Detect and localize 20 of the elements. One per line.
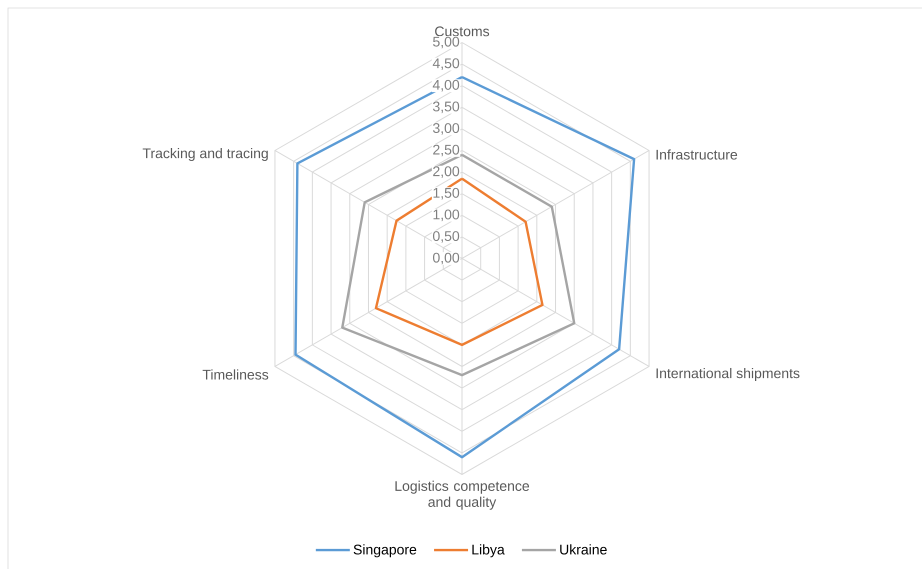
legend-label: Libya: [472, 544, 505, 558]
y-tick-label: 3,00: [432, 123, 460, 135]
y-tick-label: 4,00: [432, 80, 460, 92]
y-tick-label: 3,50: [432, 102, 460, 114]
spoke-label: International shipments: [656, 368, 800, 382]
y-tick-label: 2,00: [433, 166, 460, 178]
y-tick-label: 1,00: [434, 209, 460, 222]
y-tick-label: 2,50: [433, 144, 460, 156]
spoke-label: Timeliness: [202, 369, 268, 380]
y-tick-label: 5,00: [433, 36, 460, 48]
legend-label: Ukraine: [560, 544, 607, 555]
y-tick-label: 0,50: [433, 231, 460, 243]
spoke-label: Customs: [435, 26, 490, 36]
y-tick-label: 0,00: [433, 252, 460, 264]
y-tick-label: 4,50: [432, 58, 460, 70]
spoke-label: Infrastructure: [656, 149, 738, 160]
spoke-label: Logistics competence and quality: [395, 480, 530, 510]
y-tick-label: 1,50: [434, 188, 460, 200]
legend-label: Singapore: [354, 544, 416, 558]
spoke-label: Tracking and tracing: [142, 148, 268, 162]
